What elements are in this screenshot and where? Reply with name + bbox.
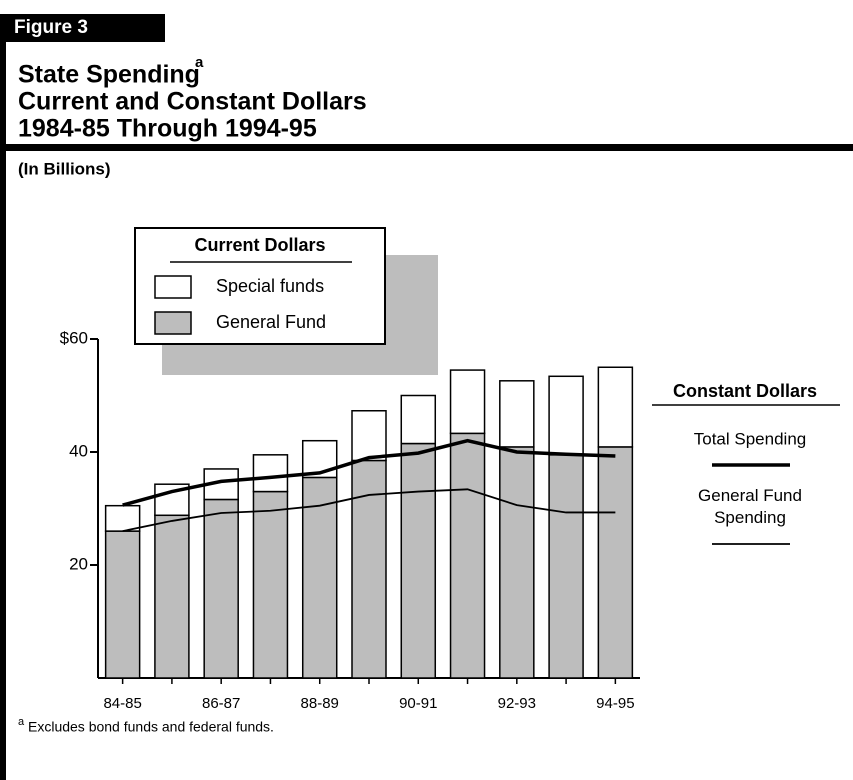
bar-segment	[104, 504, 141, 532]
bar-segment	[252, 490, 289, 679]
bar-segment	[597, 366, 634, 448]
line-series	[122, 488, 616, 532]
left-border	[0, 40, 6, 780]
y-axis-label: (In Billions)	[18, 159, 111, 178]
y-tick-label: $60	[60, 328, 88, 347]
figure-tab	[0, 14, 165, 42]
x-tick-label: 92-93	[498, 695, 536, 712]
footnote-marker: a	[18, 716, 25, 728]
subtitle: Current and Constant Dollars	[18, 88, 367, 116]
bar-segment	[351, 410, 387, 462]
y-tick-label: 20	[69, 554, 88, 573]
x-tick-label: 94-95	[596, 695, 634, 712]
y-tick-label: 40	[69, 441, 88, 460]
legend-label: General Fund	[216, 312, 326, 332]
bar-segment	[548, 454, 584, 679]
x-tick-label: 84-85	[103, 695, 141, 712]
bar-segment	[154, 514, 190, 679]
legend-title: Current Dollars	[194, 235, 325, 255]
legend-label: Total Spending	[694, 429, 806, 448]
legend-title: Constant Dollars	[673, 381, 817, 401]
bar-segment	[449, 369, 486, 435]
legend-swatch	[154, 311, 192, 335]
figure-label: Figure 3	[14, 17, 88, 38]
legend-label: Special funds	[216, 276, 324, 296]
bar-segment	[499, 380, 535, 448]
bar-segment	[351, 459, 387, 679]
legend-swatch	[154, 275, 192, 299]
bar-segment	[597, 446, 634, 679]
subtitle: 1984-85 Through 1994-95	[18, 115, 317, 143]
bar-segment	[203, 498, 239, 679]
line-series	[122, 438, 616, 507]
bar-segment	[400, 394, 437, 445]
title-rule	[0, 144, 853, 151]
bar-segment	[252, 454, 289, 493]
x-tick-label: 86-87	[202, 695, 240, 712]
bar-segment	[548, 375, 584, 456]
bar-segment	[499, 446, 535, 679]
x-tick-label: 90-91	[399, 695, 437, 712]
bar-segment	[400, 442, 437, 679]
footnote: Excludes bond funds and federal funds.	[28, 719, 274, 735]
title-note: a	[195, 54, 204, 71]
bar-segment	[104, 530, 141, 679]
chart-title: State Spending	[18, 61, 200, 89]
x-tick-label: 88-89	[301, 695, 339, 712]
legend-label: General Fund Spending	[698, 486, 802, 527]
bar-segment	[449, 432, 486, 679]
